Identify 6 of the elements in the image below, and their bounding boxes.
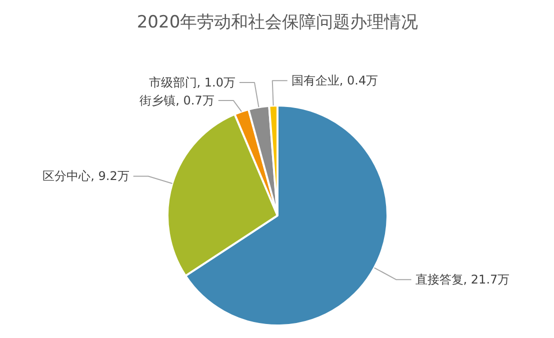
- slice-label: 国有企业, 0.4万: [291, 74, 378, 88]
- slice-label: 区分中心, 9.2万: [42, 169, 130, 184]
- slice-label: 市级部门, 1.0万: [148, 75, 236, 90]
- slice-label: 街乡镇, 0.7万: [140, 93, 214, 108]
- chart-title: 2020年劳动和社会保障问题办理情况: [136, 12, 418, 32]
- slice-label: 直接答复, 21.7万: [415, 272, 510, 287]
